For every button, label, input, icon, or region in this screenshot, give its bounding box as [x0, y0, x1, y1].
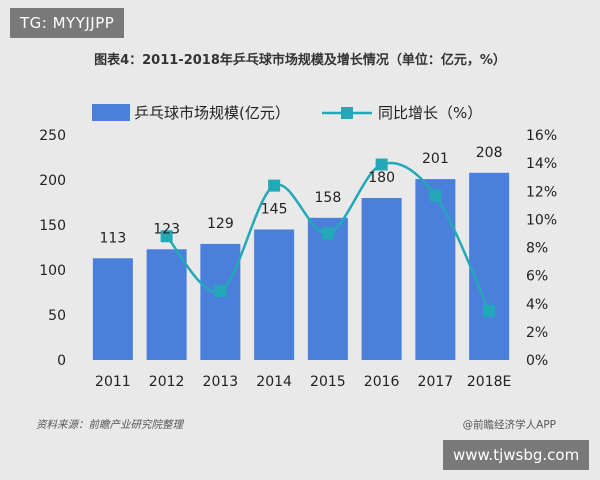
y-right-tick-label: 14% — [526, 156, 557, 172]
y-axis-right: 0% 2% 4% 6% 8% 10% 12% 14% 16% — [526, 128, 557, 369]
growth-point — [375, 158, 388, 171]
data-label: 208 — [476, 145, 503, 161]
y-left-tick-label: 50 — [48, 308, 66, 324]
bar — [146, 249, 187, 360]
x-tick-label: 2013 — [203, 374, 239, 390]
legend: 乒乓球市场规模(亿元） 同比增长（%） — [92, 104, 482, 122]
line-series — [160, 158, 496, 317]
y-right-tick-label: 2% — [526, 325, 548, 341]
x-tick-label: 2016 — [364, 374, 400, 390]
y-axis-left: 0 50 100 150 200 250 — [39, 128, 66, 369]
y-left-tick-label: 0 — [57, 353, 66, 369]
watermark-top: TG: MYYJJPP — [10, 8, 125, 38]
y-left-tick-label: 150 — [39, 218, 66, 234]
data-label: 113 — [100, 230, 127, 246]
x-tick-label: 2012 — [149, 374, 185, 390]
growth-point — [483, 304, 496, 317]
source-note: 资料来源：前瞻产业研究院整理 — [36, 419, 184, 431]
bar — [307, 217, 348, 360]
watermark-bottom: www.tjwsbg.com — [443, 440, 590, 470]
legend-bar-swatch — [92, 104, 130, 121]
y-right-tick-label: 0% — [526, 353, 548, 369]
bar — [415, 179, 456, 360]
x-tick-label: 2011 — [95, 374, 131, 390]
y-right-tick-label: 4% — [526, 297, 548, 313]
data-labels: 113 123 129 145 158 180 201 208 — [100, 145, 503, 247]
data-label: 145 — [261, 202, 288, 218]
x-tick-label: 2015 — [310, 374, 346, 390]
growth-point — [214, 285, 227, 298]
data-label: 201 — [422, 151, 449, 167]
y-left-tick-label: 250 — [39, 128, 66, 144]
bar-series — [92, 172, 510, 360]
x-tick-label: 2014 — [256, 374, 292, 390]
y-right-tick-label: 16% — [526, 128, 557, 144]
y-left-tick-label: 100 — [39, 263, 66, 279]
source-credit: @前瞻经济学人APP — [463, 418, 556, 431]
data-label: 180 — [368, 170, 395, 186]
bar — [361, 198, 402, 360]
growth-point — [160, 230, 173, 243]
legend-bar-label: 乒乓球市场规模(亿元） — [134, 104, 290, 122]
y-right-tick-label: 10% — [526, 212, 557, 228]
y-right-tick-label: 8% — [526, 241, 548, 257]
data-label: 158 — [315, 190, 342, 206]
y-left-tick-label: 200 — [39, 173, 66, 189]
x-axis: 2011 2012 2013 2014 2015 2016 2017 2018E — [95, 374, 511, 390]
x-tick-label: 2018E — [467, 374, 511, 390]
data-label: 129 — [207, 216, 234, 232]
growth-point — [321, 227, 334, 240]
bar — [92, 258, 133, 360]
bar — [200, 243, 241, 360]
y-right-tick-label: 6% — [526, 269, 548, 285]
growth-point — [268, 179, 281, 192]
legend-line-marker — [341, 107, 353, 119]
legend-line-label: 同比增长（%） — [378, 104, 482, 122]
data-label: 123 — [153, 221, 180, 237]
y-right-tick-label: 12% — [526, 184, 557, 200]
chart-title: 图表4：2011-2018年乒乓球市场规模及增长情况（单位：亿元，%） — [94, 52, 506, 68]
bar — [254, 229, 295, 360]
bar — [469, 172, 510, 360]
growth-point — [429, 189, 442, 202]
x-tick-label: 2017 — [418, 374, 454, 390]
